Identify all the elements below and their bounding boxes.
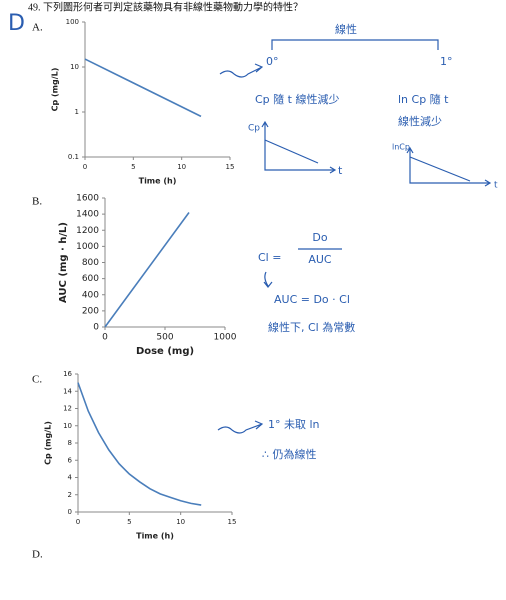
y-tick-label: 1400 — [76, 210, 99, 220]
y-tick-label: 4 — [68, 474, 73, 482]
y-tick-label: 0.1 — [68, 153, 79, 161]
note: t — [494, 181, 498, 191]
y-tick-label: 0 — [93, 323, 99, 333]
x-tick-label: 0 — [83, 163, 87, 171]
option-label: B. — [32, 196, 42, 208]
note: 1° 未取 ln — [268, 418, 320, 431]
note: 線性下, Cl 為常數 — [268, 320, 355, 334]
data-line — [77, 382, 202, 506]
y-tick-label: 100 — [66, 18, 79, 26]
x-axis-title: Time (h) — [136, 532, 174, 541]
y-tick-label: 200 — [82, 306, 99, 316]
y-tick-label: 1600 — [76, 194, 99, 204]
option-label: C. — [32, 374, 42, 386]
y-tick-label: 400 — [82, 290, 99, 300]
y-tick-label: 0 — [68, 508, 72, 516]
x-axis-title: Dose (mg) — [136, 346, 194, 357]
x-tick-label: 500 — [156, 333, 173, 343]
option-label: A. — [32, 22, 43, 34]
note: AUC = Do · Cl — [274, 293, 350, 306]
y-tick-label: 16 — [63, 370, 72, 378]
answer-mark: D — [8, 11, 25, 36]
note: ∴ 仍為線性 — [262, 447, 317, 461]
y-axis-title: Cp (mg/L) — [44, 421, 53, 465]
note: Cp — [248, 124, 260, 134]
note: Do — [312, 231, 327, 244]
x-tick-label: 10 — [177, 163, 186, 171]
note: Cl = — [258, 251, 281, 264]
y-tick-label: 10 — [70, 63, 79, 71]
note: AUC — [308, 253, 332, 266]
note: t — [338, 164, 343, 177]
y-tick-label: 12 — [63, 405, 72, 413]
bracket — [271, 39, 439, 50]
y-tick-label: 14 — [63, 387, 72, 395]
x-tick-label: 5 — [131, 163, 135, 171]
note: ln Cp 隨 t — [398, 92, 449, 106]
note: 線性 — [335, 22, 357, 36]
y-axis-title: AUC (mg · h/L) — [58, 222, 69, 303]
note: 0° — [266, 55, 279, 68]
question: 49. 下列圖形何者可判定該藥物具有非線性藥物動力學的特性？ — [28, 0, 303, 13]
note: Cp 隨 t 線性減少 — [255, 92, 339, 106]
x-tick-label: 10 — [176, 518, 185, 526]
y-tick-label: 10 — [63, 422, 72, 430]
x-tick-label: 5 — [127, 518, 131, 526]
y-tick-label: 1 — [75, 108, 79, 116]
x-tick-label: 15 — [228, 518, 237, 526]
note: 1° — [440, 55, 453, 68]
y-axis-title: Cp (mg/L) — [51, 68, 60, 112]
note: 線性減少 — [398, 114, 442, 128]
option-label: D. — [32, 549, 43, 561]
y-tick-label: 8 — [68, 439, 72, 447]
x-tick-label: 0 — [76, 518, 80, 526]
data-line — [84, 58, 202, 118]
sketch — [261, 120, 337, 174]
note: lnCp — [392, 143, 410, 152]
y-tick-label: 600 — [82, 274, 99, 284]
y-tick-label: 800 — [82, 258, 99, 268]
y-tick-label: 6 — [68, 456, 73, 464]
arrow — [219, 63, 264, 78]
arrow — [217, 420, 264, 434]
y-tick-label: 1000 — [76, 242, 99, 252]
x-tick-label: 0 — [102, 333, 108, 343]
x-tick-label: 1000 — [214, 333, 237, 343]
x-tick-label: 15 — [226, 163, 235, 171]
y-tick-label: 2 — [68, 491, 72, 499]
sketch — [406, 146, 492, 187]
arrow — [263, 271, 273, 288]
x-axis-title: Time (h) — [139, 177, 177, 186]
y-tick-label: 1200 — [76, 226, 99, 236]
data-line — [104, 212, 190, 328]
